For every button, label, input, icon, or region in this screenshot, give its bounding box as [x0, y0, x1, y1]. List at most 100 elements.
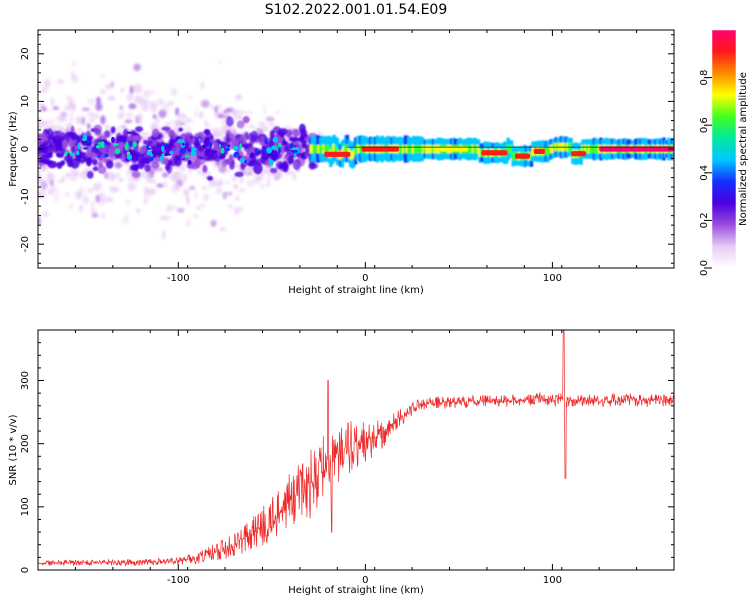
spectrogram-noise-peak: [70, 153, 75, 156]
spectrogram-noise-peak: [95, 144, 101, 149]
spectrogram-noise-blob: [274, 171, 283, 180]
spectrogram-noise-blob: [173, 142, 180, 147]
spectrogram-noise-peak: [190, 150, 197, 157]
spectrogram-noise-blob: [50, 97, 55, 106]
spectrogram-noise-blob: [81, 116, 86, 126]
spectrogram-noise-peak: [254, 148, 258, 154]
spectrogram-noise-blob: [72, 103, 76, 112]
spectrogram-noise-peak: [226, 144, 231, 148]
spectrogram-noise-blob: [125, 198, 130, 207]
spectrogram-noise-blob: [171, 184, 180, 194]
spectrogram-noise-peak: [159, 155, 163, 162]
spectrogram-noise-blob: [175, 107, 180, 116]
spectrogram-noise-blob: [275, 110, 280, 114]
spectrogram-noise-blob: [159, 215, 169, 221]
spectrogram-noise-blob: [183, 124, 192, 135]
spectrogram-noise-blob: [38, 169, 41, 177]
spectrogram-noise-blob: [201, 203, 206, 208]
spectrogram-noise-peak: [97, 155, 101, 158]
spectrogram-noise-peak: [264, 138, 268, 145]
spectrogram-noise-mid: [38, 116, 323, 181]
spectrogram-x-tick-label: -100: [167, 273, 190, 284]
spectrogram-noise-peak: [132, 141, 137, 147]
snr-series-line: [38, 330, 674, 567]
spectrogram-noise-blob: [91, 158, 98, 166]
spectrogram-noise-peak: [149, 157, 154, 162]
spectrogram-noise-blob: [131, 170, 141, 178]
spectrogram-noise-blob: [109, 185, 118, 193]
spectrogram-noise-peak: [124, 144, 129, 150]
spectrogram-noise-blob: [143, 195, 148, 205]
snr-panel: -100 0 100 0 100 200 300 Height of straight li…: [8, 329, 675, 596]
spectrogram-noise-blob: [130, 152, 138, 164]
spectrogram-noise-blob: [42, 120, 49, 125]
spectrogram-noise-blob: [292, 128, 300, 138]
spectrogram-noise-peak: [161, 153, 165, 157]
spectrogram-noise-blob: [215, 187, 223, 195]
spectrogram-noise-blob: [44, 159, 53, 165]
spectrogram-noise-blob: [293, 162, 301, 167]
spectrogram-noise-blob: [244, 172, 254, 176]
spectrogram-noise-blob: [126, 111, 134, 119]
spectrogram-noise-blob: [183, 188, 188, 197]
spectrogram-core-segment: [440, 146, 469, 152]
snr-y-axis-label: SNR (10 * v/v): [8, 414, 19, 485]
spectrogram-noise-blob: [74, 173, 84, 177]
spectrogram-noise-peak: [181, 158, 186, 161]
figure-title: S102.2022.001.01.54.E09: [265, 2, 448, 18]
spectrogram-noise-peak: [233, 152, 237, 158]
spectrogram-noise-blob: [126, 92, 134, 102]
spectrogram-noise-blob: [143, 186, 149, 195]
spectrogram-noise-blob: [133, 63, 141, 72]
spectrogram-noise-blob: [65, 95, 74, 101]
spectrogram-noise-blob: [292, 171, 297, 181]
spectrogram-noise-blob: [200, 99, 210, 108]
spectrogram-noise-blob: [64, 154, 73, 164]
spectrogram-noise-peak: [266, 147, 272, 154]
spectrogram-noise-blob: [194, 106, 199, 111]
spectrogram-noise-blob: [248, 124, 256, 129]
spectrogram-noise-blob: [129, 85, 134, 95]
spectrogram-noise-blob: [262, 104, 266, 115]
spectrogram-noise-blob: [105, 160, 114, 169]
spectrogram-noise-blob: [133, 163, 139, 172]
colorbar-tick-label: 0.8: [699, 70, 710, 86]
spectrogram-noise-blob: [266, 172, 273, 177]
spectrogram-noise-blob: [218, 60, 222, 65]
spectrogram-noise-blob: [262, 168, 269, 175]
snr-y-tick-label: 100: [20, 497, 31, 516]
spectrogram-noise-blob: [202, 193, 210, 201]
spectrogram-noise-blob: [176, 207, 185, 213]
spectrogram-noise-blob: [138, 97, 148, 107]
spectrogram-noise-blob: [195, 144, 204, 151]
spectrogram-noise-peak: [268, 159, 274, 166]
spectrogram-noise-blob: [235, 195, 240, 201]
spectrogram-noise-blob: [122, 216, 129, 225]
spectrogram-noise-blob: [108, 145, 113, 155]
spectrogram-band-mid: [342, 146, 346, 156]
spectrogram-noise-blob: [200, 81, 205, 90]
spectrogram-noise-blob: [228, 133, 235, 140]
spectrogram-noise-peak: [218, 143, 221, 148]
spectrogram-noise-blob: [177, 173, 185, 182]
spectrogram-noise-blob: [186, 219, 191, 227]
spectrogram-noise-peak: [239, 143, 242, 150]
spectrogram-y-tick-label: 10: [20, 95, 31, 108]
spectrogram-noise-blob: [46, 118, 55, 124]
spectrogram-noise-blob: [47, 188, 54, 194]
spectrogram-noise-blob: [264, 126, 269, 131]
spectrogram-noise-peak: [146, 144, 150, 151]
spectrogram-noise-blob: [219, 227, 226, 232]
spectrogram-noise-blob: [170, 87, 178, 96]
spectrogram-band-mid: [310, 144, 315, 154]
spectrogram-noise-peak: [212, 150, 216, 154]
spectrogram-noise-blob: [253, 162, 263, 175]
spectrogram-noise-peak: [163, 143, 168, 146]
spectrogram-noise-blob: [68, 203, 74, 209]
spectrogram-noise-blob: [90, 112, 100, 118]
spectrogram-noise-blob: [44, 78, 51, 87]
spectrogram-band-mid: [674, 145, 677, 154]
spectrogram-core-segment: [361, 146, 399, 152]
spectrogram-noise-blob: [221, 158, 228, 168]
spectrogram-noise-blob: [218, 154, 226, 159]
